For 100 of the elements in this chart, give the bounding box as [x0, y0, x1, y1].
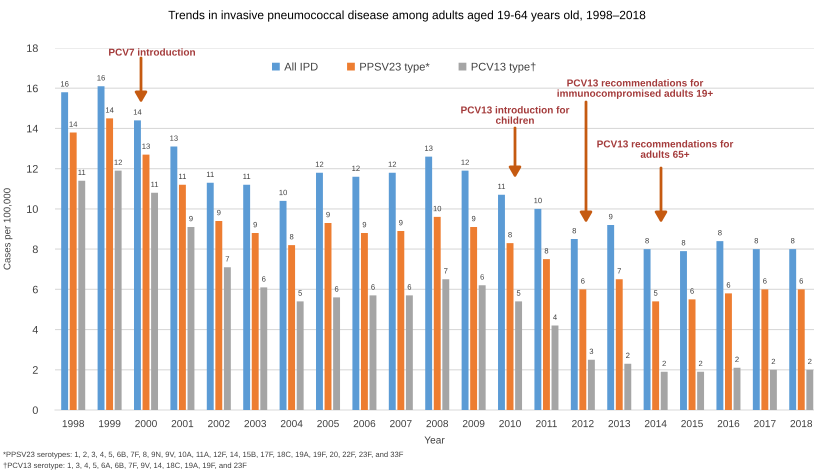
bar [316, 172, 323, 410]
bar [660, 372, 668, 410]
bar [506, 243, 514, 410]
x-tick-label: 2012 [572, 420, 594, 428]
x-tick-label: 2011 [536, 420, 557, 428]
bar [333, 297, 340, 410]
bar [515, 301, 522, 410]
y-tick-label: 18 [27, 44, 38, 52]
x-tick-label: 1999 [99, 420, 120, 428]
bar [296, 301, 304, 410]
x-tick-label: 2017 [754, 420, 776, 428]
bar [644, 249, 651, 410]
bar [70, 132, 77, 410]
bar [478, 285, 486, 410]
bar [134, 120, 141, 410]
x-tick-label: 2005 [317, 420, 339, 428]
x-tick-label: 2004 [280, 420, 303, 428]
bar [806, 370, 814, 410]
bar [280, 200, 287, 410]
bar [579, 289, 586, 410]
x-tick-label: 2003 [244, 420, 266, 428]
bar [798, 289, 805, 410]
y-tick-label: 14 [27, 124, 38, 132]
bar [224, 267, 231, 410]
bar [206, 182, 214, 410]
annotation: PCV13 recommendations for immunocompromised adults 19+ [557, 79, 713, 99]
bar [360, 233, 368, 410]
legend-label: All IPD [284, 62, 318, 70]
bar [425, 156, 432, 410]
bar [534, 208, 542, 410]
legend-label: PCV13 type† [472, 62, 536, 73]
bar [462, 170, 469, 410]
x-tick-label: 2010 [499, 420, 521, 428]
bar [114, 170, 122, 410]
x-tick-label: 2018 [790, 420, 812, 428]
bar [106, 118, 114, 410]
bar [770, 370, 777, 410]
bar [252, 233, 259, 410]
bar [288, 245, 296, 410]
x-tick-label: 2008 [426, 420, 448, 428]
annotation: PCV13 recommendations for adults 65+ [597, 140, 734, 158]
bar [142, 154, 150, 410]
y-tick-label: 10 [27, 205, 38, 213]
bar [542, 259, 550, 410]
y-tick-label: 16 [27, 84, 38, 92]
y-tick-label: 6 [32, 286, 38, 294]
y-axis-title: Cases per 100,000 [4, 188, 12, 270]
bar [406, 295, 413, 410]
bar [652, 301, 660, 410]
x-tick-label: 1998 [62, 420, 84, 428]
bar [552, 326, 558, 410]
bar [588, 360, 595, 410]
x-tick-label: 2001 [172, 420, 194, 428]
bar [370, 295, 376, 410]
bar [724, 293, 732, 410]
y-tick-label: 8 [32, 245, 38, 254]
chart-title: Trends in invasive pneumococcal disease among adults aged 19-64 years old, 1998–2018 [168, 10, 646, 22]
bar [734, 368, 740, 410]
x-tick-label: 2009 [462, 420, 484, 428]
bar [324, 222, 332, 410]
bar [78, 180, 86, 410]
bar [697, 372, 704, 410]
x-tick-label: 2006 [354, 420, 376, 428]
bar [624, 364, 632, 410]
annotation: PCV7 introduction [109, 48, 195, 56]
x-tick-label: 2014 [644, 420, 667, 428]
bar [215, 220, 222, 410]
y-tick-label: 2 [32, 366, 38, 374]
y-tick-label: 4 [32, 326, 38, 334]
bar [616, 279, 623, 410]
bar [607, 224, 614, 410]
y-tick-label: 12 [27, 165, 38, 173]
annotation: PCV13 introduction for children [461, 106, 570, 124]
x-tick-label: 2007 [390, 420, 412, 428]
bar [570, 239, 578, 410]
x-tick-label: 2015 [681, 420, 703, 428]
bar [716, 241, 724, 410]
bar [178, 184, 186, 410]
bar [434, 216, 441, 410]
legend-label: PPSV23 type* [360, 62, 430, 73]
x-tick-label: 2000 [135, 420, 157, 428]
x-tick-label: 2013 [608, 420, 630, 428]
bar [752, 249, 760, 410]
bar [188, 226, 194, 410]
bar [470, 226, 478, 410]
bar [151, 192, 158, 410]
x-axis-title: Year [424, 436, 445, 444]
bar [61, 92, 68, 410]
bar [260, 287, 268, 410]
bar [352, 176, 360, 410]
bar [170, 146, 178, 410]
bar [98, 86, 105, 410]
x-tick-label: 2016 [718, 420, 740, 428]
bar [789, 249, 796, 410]
bar [680, 251, 687, 410]
bar [498, 194, 505, 410]
bar [761, 289, 768, 410]
y-tick-label: 0 [32, 406, 38, 414]
x-tick-label: 2002 [208, 420, 230, 428]
bar [442, 279, 450, 410]
